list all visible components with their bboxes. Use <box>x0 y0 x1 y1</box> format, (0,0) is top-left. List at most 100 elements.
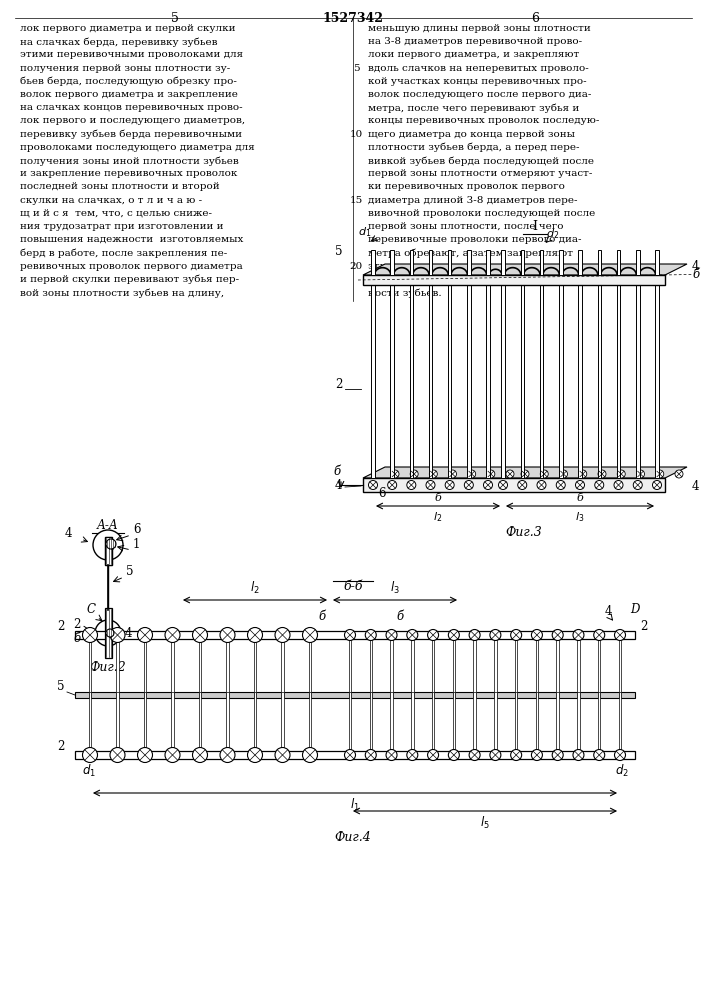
Circle shape <box>366 750 376 760</box>
Bar <box>536 692 538 759</box>
Circle shape <box>469 630 480 641</box>
Bar <box>409 285 413 478</box>
Circle shape <box>93 530 123 560</box>
Polygon shape <box>363 264 687 275</box>
Text: $d_1$: $d_1$ <box>82 763 96 779</box>
Circle shape <box>275 748 290 762</box>
Circle shape <box>106 629 114 637</box>
Bar <box>226 631 229 698</box>
Text: метра обрезают, а затем закрепляют: метра обрезают, а затем закрепляют <box>368 248 573 258</box>
Text: $d_2$: $d_2$ <box>547 227 560 241</box>
Text: 4: 4 <box>125 627 132 640</box>
Circle shape <box>448 750 460 760</box>
Text: концы перевивочных проволок последую-: концы перевивочных проволок последую- <box>368 116 600 125</box>
Bar <box>578 285 582 478</box>
Circle shape <box>410 470 418 478</box>
Text: 2: 2 <box>335 378 342 391</box>
Bar <box>520 285 524 478</box>
Text: последней зоны плотности и второй: последней зоны плотности и второй <box>20 182 220 191</box>
Bar <box>199 631 201 698</box>
Circle shape <box>344 630 356 641</box>
Text: получения зоны иной плотности зубьев: получения зоны иной плотности зубьев <box>20 156 239 165</box>
Circle shape <box>366 630 376 641</box>
Bar <box>116 692 119 759</box>
Circle shape <box>490 630 501 641</box>
Bar <box>171 631 174 698</box>
Bar <box>254 631 256 698</box>
Circle shape <box>386 630 397 641</box>
Bar <box>370 631 372 698</box>
Text: $l_3$: $l_3$ <box>575 510 585 524</box>
Bar <box>428 250 432 275</box>
Bar <box>636 250 640 275</box>
Bar <box>226 692 229 759</box>
Bar <box>501 250 505 275</box>
Circle shape <box>484 481 493 489</box>
Text: ревивочных проволок первого диаметра: ревивочных проволок первого диаметра <box>20 262 243 271</box>
Circle shape <box>110 748 125 762</box>
Text: б-б: б-б <box>344 580 363 593</box>
Circle shape <box>498 481 508 489</box>
Circle shape <box>532 750 542 760</box>
Text: локи первого диаметра, и закрепляют: локи первого диаметра, и закрепляют <box>368 50 579 59</box>
Text: $l_3$: $l_3$ <box>390 580 400 596</box>
Bar <box>474 692 476 759</box>
Text: этими перевивочными проволоками для: этими перевивочными проволоками для <box>20 50 243 59</box>
Circle shape <box>653 481 662 489</box>
Bar <box>577 692 580 759</box>
Bar <box>556 631 559 698</box>
Text: $l_1$: $l_1$ <box>350 797 360 813</box>
Circle shape <box>518 481 527 489</box>
Bar <box>452 692 455 759</box>
Bar <box>349 631 351 698</box>
Circle shape <box>510 630 522 641</box>
Text: 1527342: 1527342 <box>323 12 384 25</box>
Bar <box>556 692 559 759</box>
Text: первой зоны плотности отмеряют участ-: первой зоны плотности отмеряют участ- <box>368 169 592 178</box>
Text: 2: 2 <box>57 740 64 753</box>
Text: повышения надежности  изготовляемых: повышения надежности изготовляемых <box>20 235 243 244</box>
Text: 4: 4 <box>335 479 342 492</box>
Circle shape <box>106 539 116 549</box>
Bar <box>539 285 543 478</box>
Bar <box>655 285 659 478</box>
Circle shape <box>165 628 180 643</box>
Circle shape <box>552 630 563 641</box>
Circle shape <box>594 750 604 760</box>
Circle shape <box>192 628 207 643</box>
Circle shape <box>552 750 563 760</box>
Circle shape <box>445 481 454 489</box>
Bar <box>520 250 524 275</box>
Text: 6: 6 <box>531 12 539 25</box>
Circle shape <box>448 470 457 478</box>
Text: 5: 5 <box>353 64 359 73</box>
Bar <box>467 250 471 275</box>
Text: А-А: А-А <box>97 519 119 532</box>
Text: $l_5$: $l_5$ <box>480 815 490 831</box>
Polygon shape <box>363 467 687 478</box>
Text: скулки на слачках, о т л и ч а ю -: скулки на слачках, о т л и ч а ю - <box>20 196 202 205</box>
Text: волок первого диаметра и закрепление: волок первого диаметра и закрепление <box>20 90 238 99</box>
Bar <box>598 692 600 759</box>
Text: D: D <box>630 603 639 616</box>
Text: 6: 6 <box>133 523 141 536</box>
Text: б: б <box>397 610 404 623</box>
Bar <box>309 631 311 698</box>
Bar <box>536 631 538 698</box>
Text: получения первой зоны плотности зу-: получения первой зоны плотности зу- <box>20 64 230 73</box>
Circle shape <box>391 470 399 478</box>
Text: б: б <box>577 493 583 503</box>
Text: бьев берда, последующую обрезку про-: бьев берда, последующую обрезку про- <box>20 77 237 86</box>
Bar <box>75 631 635 639</box>
Bar <box>619 692 621 759</box>
Text: 1: 1 <box>133 538 141 551</box>
Text: $l_2$: $l_2$ <box>433 510 443 524</box>
Text: б: б <box>73 632 80 645</box>
Text: 5: 5 <box>335 245 342 258</box>
Circle shape <box>556 481 566 489</box>
Text: вивкой зубьев берда последующей после: вивкой зубьев берда последующей после <box>368 156 594 165</box>
Bar <box>281 631 284 698</box>
Circle shape <box>540 470 548 478</box>
Text: Фиг.2: Фиг.2 <box>90 661 127 674</box>
Bar <box>390 631 393 698</box>
